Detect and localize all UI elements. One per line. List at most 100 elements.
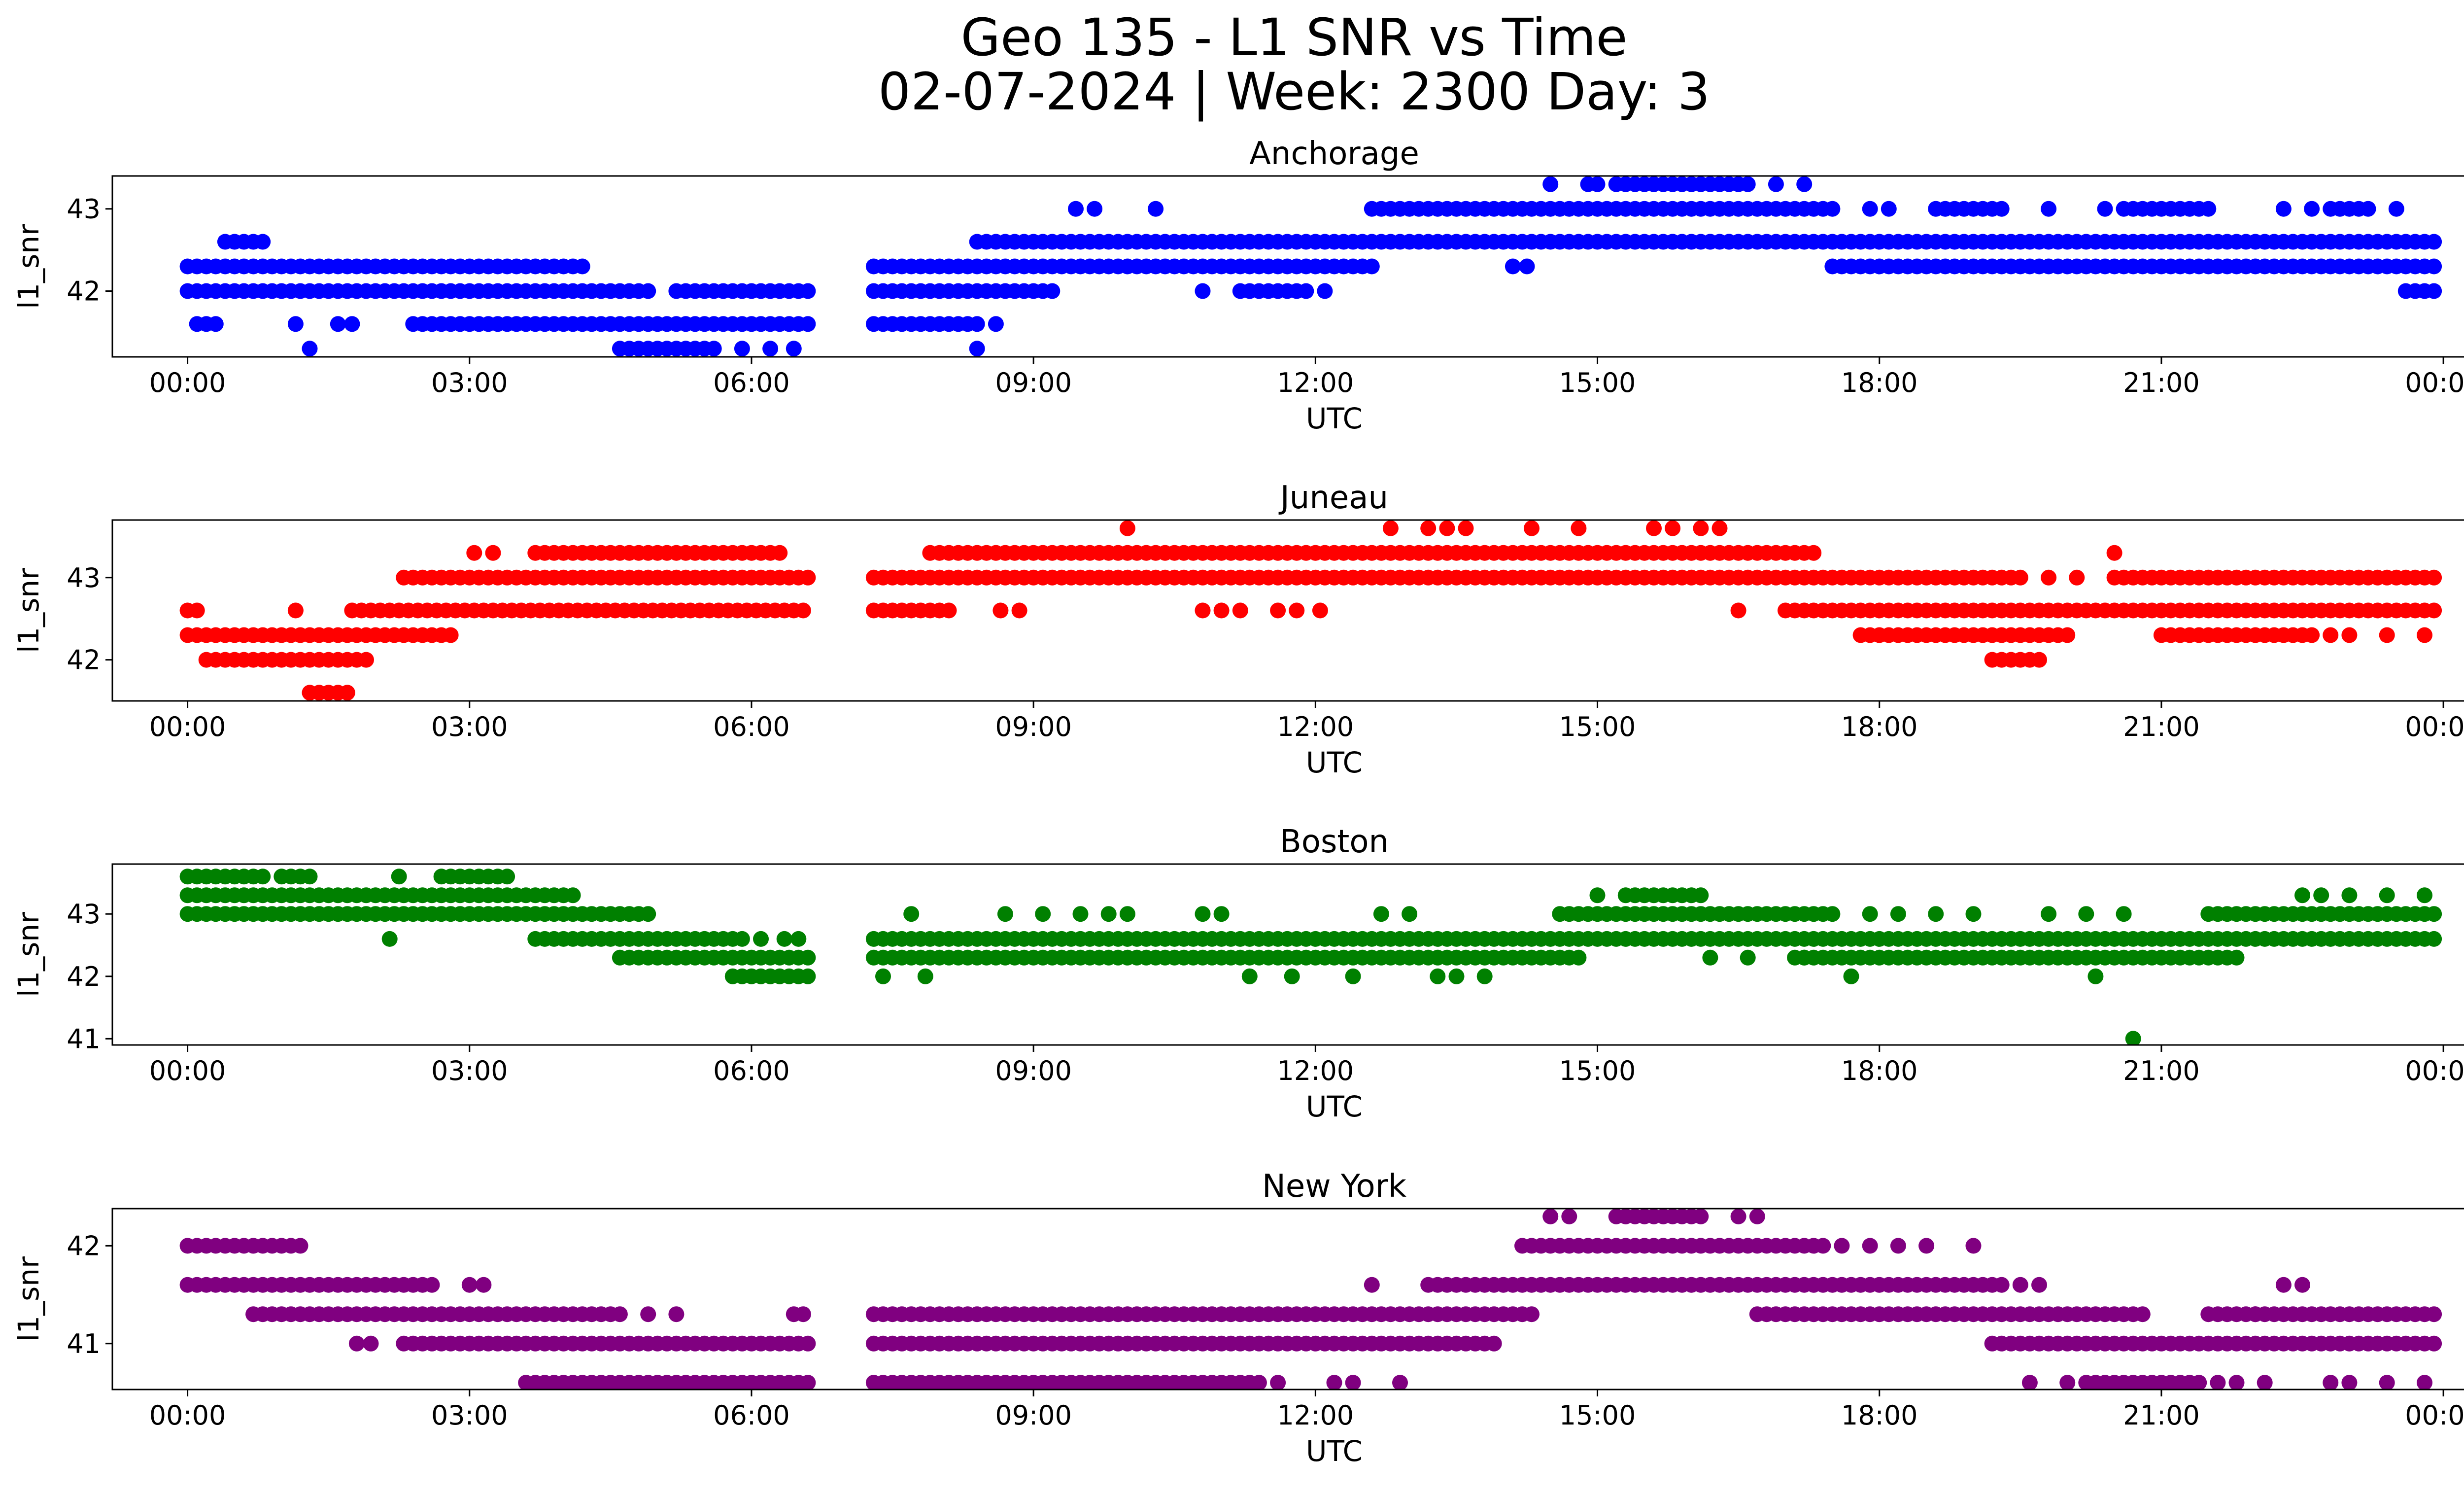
x-tick-label: 15:00 (1559, 1055, 1636, 1086)
data-point (734, 341, 750, 357)
data-point (1392, 1375, 1408, 1390)
data-point (2379, 627, 2395, 643)
scatter-points (179, 869, 2442, 1045)
y-tick-label: 43 (67, 899, 101, 930)
x-tick-label: 18:00 (1841, 1400, 1918, 1431)
data-point (2341, 887, 2358, 904)
data-point (800, 1375, 816, 1390)
data-point (344, 316, 360, 332)
x-tick-label: 12:00 (1277, 711, 1354, 742)
subplot-boston: Boston 00:00 03:00 06:00 09:00 12:00 15:00 18:0… (12, 824, 2464, 1123)
data-point (2426, 569, 2442, 586)
data-point (1965, 906, 1982, 922)
data-point (734, 931, 750, 947)
data-point (1519, 258, 1535, 275)
data-point (1693, 887, 1709, 904)
data-point (1542, 1209, 1559, 1224)
data-point (1505, 258, 1521, 275)
data-point (2426, 1335, 2442, 1352)
data-point (1665, 520, 1681, 536)
data-point (1993, 201, 2010, 217)
data-point (762, 341, 779, 357)
x-tick-label: 00:00 (149, 367, 226, 398)
data-point (2116, 906, 2132, 922)
y-axis-label: l1_snr (12, 912, 45, 997)
x-tick-label: 09:00 (995, 711, 1072, 742)
data-point (1317, 283, 1333, 299)
data-point (1195, 906, 1211, 922)
data-point (1571, 949, 1587, 966)
data-point (1326, 1375, 1342, 1390)
x-tick-label: 12:00 (1277, 1055, 1354, 1086)
data-point (1430, 968, 1446, 984)
data-point (1382, 520, 1399, 536)
data-point (1721, 234, 1737, 250)
x-tick-label: 00:00 (149, 711, 226, 742)
data-point (1420, 520, 1437, 536)
data-point (2059, 1375, 2076, 1390)
data-point (1862, 1238, 1878, 1254)
data-point (800, 283, 816, 299)
x-tick-label: 12:00 (1277, 1400, 1354, 1431)
data-point (2041, 201, 2057, 217)
data-point (2088, 968, 2104, 984)
x-tick-label: 03:00 (431, 1055, 508, 1086)
x-tick-label: 21:00 (2123, 1055, 2200, 1086)
data-point (255, 234, 271, 250)
data-point (1834, 1238, 1850, 1254)
data-point (2200, 201, 2217, 217)
data-point (1072, 906, 1089, 922)
data-point (776, 931, 792, 947)
x-tick-label: 00:00 (149, 1400, 226, 1431)
data-point (1693, 520, 1709, 536)
data-point (640, 906, 656, 922)
data-point (1068, 201, 1084, 217)
data-point (1213, 906, 1230, 922)
data-point (1476, 968, 1493, 984)
data-point (1345, 968, 1361, 984)
y-tick-label: 43 (67, 562, 101, 593)
y-tick-label: 42 (67, 961, 101, 992)
x-tick-label: 15:00 (1559, 711, 1636, 742)
data-point (2021, 1375, 2038, 1390)
data-point (2294, 887, 2310, 904)
data-point (381, 931, 398, 947)
data-point (1862, 906, 1878, 922)
x-tick-label: 00:00 (149, 1055, 226, 1086)
scatter-points (179, 520, 2442, 701)
x-tick-label: 03:00 (431, 1400, 508, 1431)
data-point (800, 949, 816, 966)
data-point (499, 869, 515, 885)
x-tick-label: 15:00 (1559, 1400, 1636, 1431)
x-tick-label: 03:00 (431, 711, 508, 742)
data-point (903, 906, 920, 922)
data-point (1571, 520, 1587, 536)
axes-frame (111, 175, 2464, 358)
data-point (2360, 201, 2376, 217)
data-point (2228, 949, 2245, 966)
data-point (2041, 569, 2057, 586)
data-point (969, 341, 985, 357)
data-point (790, 931, 807, 947)
data-point (992, 602, 1009, 619)
data-point (1524, 1306, 1540, 1322)
data-point (1702, 949, 1718, 966)
data-point (1890, 1238, 1906, 1254)
data-point (1730, 602, 1746, 619)
data-point (2379, 887, 2395, 904)
data-point (476, 1277, 492, 1293)
data-point (466, 545, 482, 561)
x-tick-label: 03:00 (431, 367, 508, 398)
data-point (1213, 602, 1230, 619)
subplot-title: Juneau (1278, 480, 1388, 516)
y-tick-label: 41 (67, 1023, 101, 1054)
x-tick-label: 15:00 (1559, 367, 1636, 398)
data-point (1195, 602, 1211, 619)
data-point (2031, 1277, 2047, 1293)
data-point (1730, 1209, 1746, 1224)
data-point (1806, 545, 1822, 561)
data-point (2294, 1277, 2310, 1293)
data-point (1439, 520, 1455, 536)
data-point (2041, 906, 2057, 922)
data-point (2012, 1277, 2028, 1293)
